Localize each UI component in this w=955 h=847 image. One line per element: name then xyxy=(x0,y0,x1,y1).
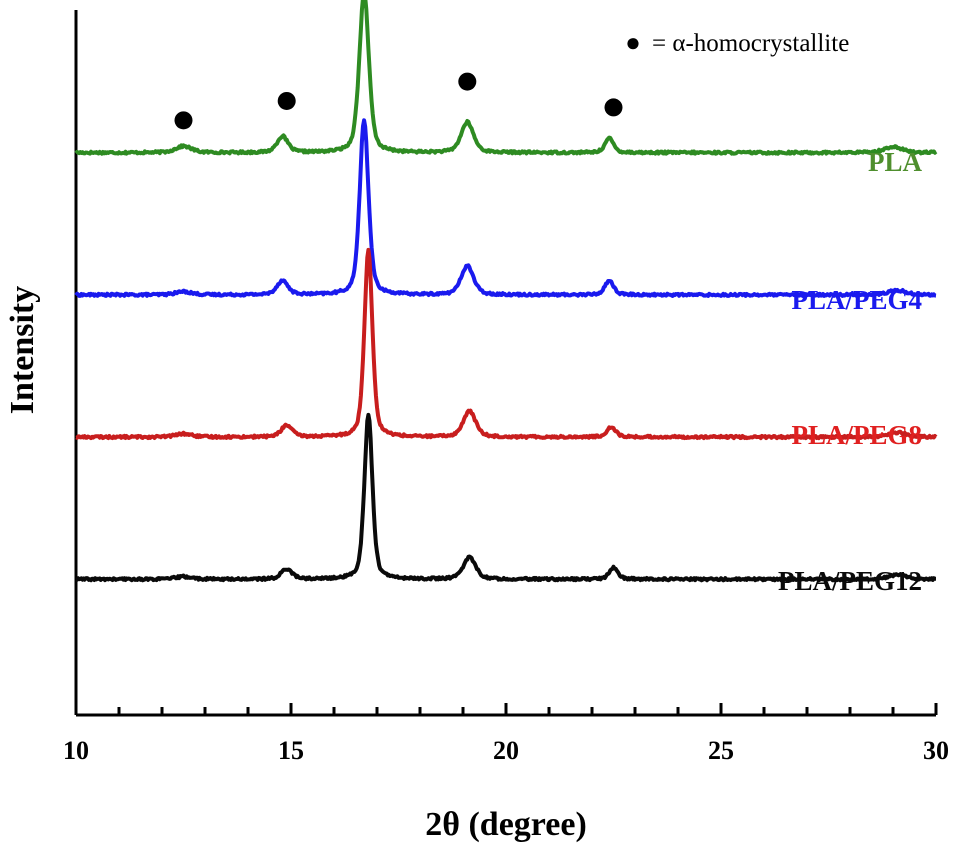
x-tick-label: 30 xyxy=(923,736,949,765)
x-tick-label: 10 xyxy=(63,736,89,765)
legend-annotation-text: = α-homocrystallite xyxy=(652,30,849,57)
series-label-pla: PLA xyxy=(868,147,923,177)
series-line-pla-peg8 xyxy=(75,247,938,441)
x-tick-labels: 10 15 20 25 30 xyxy=(63,736,949,765)
legend-marker-icon: ● xyxy=(625,28,641,57)
x-tick-label: 25 xyxy=(708,736,734,765)
x-tick-marks xyxy=(74,703,938,715)
series-line-pla-peg12 xyxy=(75,412,937,583)
series-labels: PLA PLA/PEG4 PLA/PEG8 PLA/PEG12 xyxy=(778,147,923,596)
y-axis-title: Intensity xyxy=(4,286,41,414)
series-line-pla xyxy=(74,0,938,156)
alpha-peak-marker xyxy=(174,111,193,130)
peak-markers xyxy=(174,72,623,130)
alpha-peak-marker xyxy=(604,98,623,117)
alpha-peak-marker xyxy=(458,72,477,91)
series-lines xyxy=(74,0,938,583)
series-label-pla-peg8: PLA/PEG8 xyxy=(791,420,922,450)
alpha-peak-marker xyxy=(277,91,296,110)
x-tick-label: 20 xyxy=(493,736,519,765)
series-label-pla-peg12: PLA/PEG12 xyxy=(778,566,922,596)
x-axis-title: 2θ (degree) xyxy=(425,806,587,843)
series-line-pla-peg4 xyxy=(74,118,937,298)
x-tick-label: 15 xyxy=(278,736,304,765)
series-label-pla-peg4: PLA/PEG4 xyxy=(791,285,922,315)
